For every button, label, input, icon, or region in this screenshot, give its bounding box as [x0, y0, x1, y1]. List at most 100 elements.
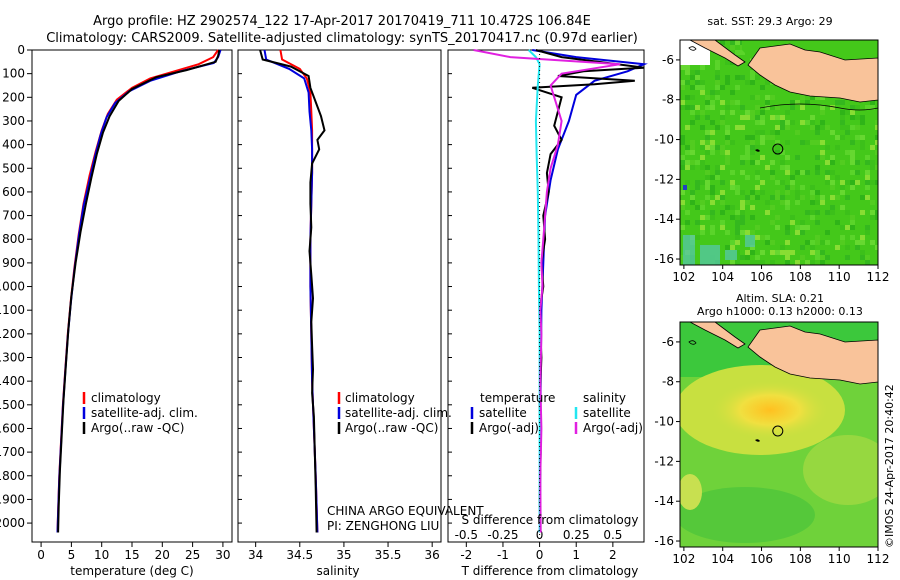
- sst-cell: [725, 60, 730, 65]
- sst-cell: [715, 125, 720, 130]
- sst-cell: [685, 180, 690, 185]
- map-x-tick-label: 110: [828, 270, 851, 284]
- sst-cell: [840, 100, 845, 105]
- sst-cell: [750, 195, 755, 200]
- sst-cell: [805, 240, 810, 245]
- sst-cell: [830, 155, 835, 160]
- sst-cell: [705, 135, 710, 140]
- sst-cell: [855, 160, 860, 165]
- sst-cell: [845, 150, 850, 155]
- sla-map-axes: 102 104 106 108 110 112 -6 -8 -10 -12 -14 -16: [654, 335, 889, 566]
- sst-cell: [710, 120, 715, 125]
- sst-cell: [750, 145, 755, 150]
- depth-tick-label: 500: [2, 161, 25, 175]
- sst-cell: [740, 75, 745, 80]
- sst-cell: [700, 230, 705, 235]
- sst-cell: [720, 210, 725, 215]
- sst-cell: [715, 65, 720, 70]
- sst-cell: [810, 210, 815, 215]
- sst-cell: [770, 220, 775, 225]
- sst-cell: [855, 105, 860, 110]
- series-line-2: [57, 49, 221, 533]
- sst-cell: [730, 100, 735, 105]
- sst-cell: [850, 125, 855, 130]
- sst-cell: [775, 140, 780, 145]
- x-tick-label: 1: [572, 548, 580, 562]
- sst-cell: [820, 105, 825, 110]
- sst-cell: [855, 170, 860, 175]
- sst-cell: [705, 145, 710, 150]
- sst-cell: [745, 115, 750, 120]
- sst-cell: [875, 125, 878, 130]
- x-tick-label: 0: [536, 548, 544, 562]
- sst-cell: [810, 190, 815, 195]
- sst-cell: [840, 190, 845, 195]
- sst-cell: [855, 135, 860, 140]
- sst-cell: [710, 140, 715, 145]
- series-line-1: [531, 49, 645, 533]
- sst-cool-patch: [725, 250, 737, 260]
- sst-cell: [710, 130, 715, 135]
- header-title-line1: Argo profile: HZ 2902574_122 17-Apr-2017…: [93, 14, 591, 29]
- sst-cell: [740, 170, 745, 175]
- sst-cell: [735, 240, 740, 245]
- sst-cell: [720, 120, 725, 125]
- map-x-tick-label: 108: [789, 552, 812, 566]
- series-line-2: [259, 49, 326, 533]
- sst-cell: [865, 175, 870, 180]
- legend-label-climatology: climatology: [345, 391, 415, 405]
- sst-cell: [690, 195, 695, 200]
- sst-cell: [690, 105, 695, 110]
- sst-cell: [840, 125, 845, 130]
- sst-cell: [680, 65, 685, 70]
- sst-cell: [755, 255, 760, 260]
- sst-cell: [755, 75, 760, 80]
- depth-tick-label: 1900: [0, 492, 25, 506]
- sst-cell: [795, 260, 800, 265]
- sst-cell: [700, 155, 705, 160]
- sst-cell: [760, 135, 765, 140]
- sst-cell: [700, 65, 705, 70]
- sst-cold-pixel: [683, 185, 687, 190]
- sst-cell: [720, 110, 725, 115]
- sst-cell: [725, 80, 730, 85]
- sst-cell: [820, 110, 825, 115]
- sst-cell: [720, 220, 725, 225]
- sst-cell: [830, 180, 835, 185]
- sst-cell: [740, 160, 745, 165]
- sst-cell: [770, 105, 775, 110]
- sst-cell: [725, 125, 730, 130]
- sst-cell: [760, 235, 765, 240]
- sst-cell: [705, 150, 710, 155]
- depth-tick-label: 1400: [0, 374, 25, 388]
- sst-cell: [840, 205, 845, 210]
- sst-cell: [685, 95, 690, 100]
- sst-cell: [760, 155, 765, 160]
- sst-cell: [800, 185, 805, 190]
- sst-cell: [810, 125, 815, 130]
- sst-cell: [735, 100, 740, 105]
- sst-cell: [715, 70, 720, 75]
- series-line-2: [527, 49, 541, 533]
- sst-cell: [700, 180, 705, 185]
- sst-cell: [815, 170, 820, 175]
- sst-cell: [695, 80, 700, 85]
- argo-position-marker: [772, 143, 784, 155]
- sst-cell: [755, 225, 760, 230]
- sst-cell: [690, 120, 695, 125]
- sst-cell: [770, 170, 775, 175]
- sst-cell: [680, 105, 685, 110]
- sst-cell: [725, 105, 730, 110]
- sst-cell: [810, 140, 815, 145]
- sst-cell: [805, 170, 810, 175]
- sst-cell: [795, 155, 800, 160]
- legend-label-climatology: climatology: [91, 391, 161, 405]
- sst-cell: [835, 175, 840, 180]
- sst-cell: [700, 110, 705, 115]
- sst-cell: [700, 165, 705, 170]
- sst-cell: [755, 115, 760, 120]
- sst-cell: [775, 195, 780, 200]
- sla-map-subtitle: Argo h1000: 0.13 h2000: 0.13: [697, 305, 863, 318]
- sst-cell: [740, 210, 745, 215]
- map-y-tick-label: -8: [662, 93, 674, 107]
